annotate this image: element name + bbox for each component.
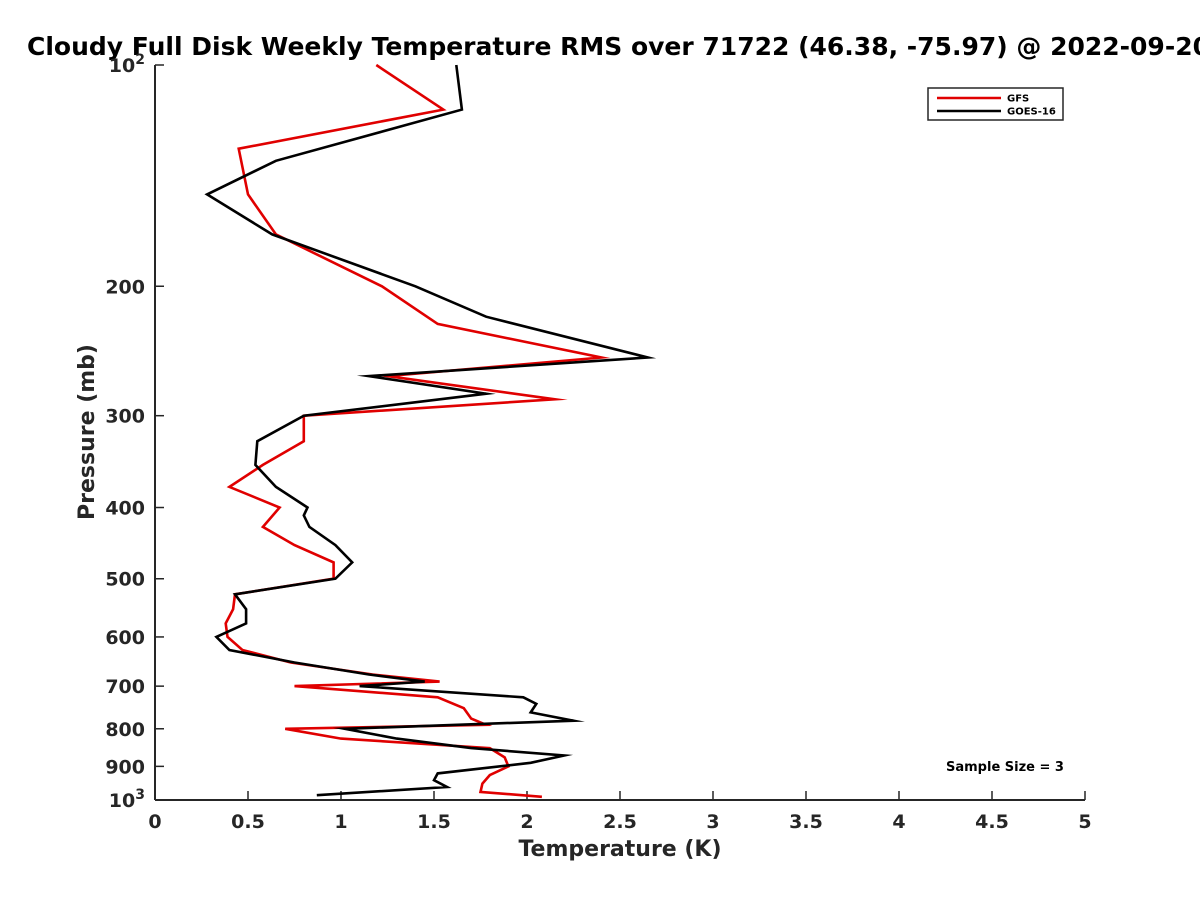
legend-box — [927, 87, 1064, 121]
x-tick-label: 0 — [148, 811, 161, 833]
y-tick-label: 500 — [105, 569, 145, 591]
y-ticks: 102 200 300 400 500 600 700 800 900 103 — [105, 52, 164, 812]
chart-title: Cloudy Full Disk Weekly Temperature RMS … — [27, 32, 1200, 61]
x-tick-label: 3 — [706, 811, 719, 833]
legend-label-gfs: GFS — [1007, 94, 1029, 105]
x-tick-label: 5 — [1078, 811, 1091, 833]
y-tick-label: 600 — [105, 627, 145, 649]
x-tick-label: 1 — [334, 811, 347, 833]
y-tick-label: 200 — [105, 276, 145, 298]
x-tick-label: 4 — [892, 811, 905, 833]
y-tick-label: 102 — [109, 52, 145, 77]
legend: GFS GOES-16 — [927, 87, 1064, 121]
series-line-goes-16 — [204, 64, 657, 797]
sample-size-annotation: Sample Size = 3 — [946, 760, 1064, 775]
y-tick-label: 900 — [105, 756, 145, 778]
y-tick-label: 700 — [105, 676, 145, 698]
x-ticks: 0 0.5 1 1.5 2 2.5 3 3.5 4 4.5 5 — [148, 791, 1092, 833]
series-line-gfs — [224, 63, 611, 799]
x-tick-label: 0.5 — [231, 811, 265, 833]
y-axis-label: Pressure (mb) — [75, 344, 100, 520]
plot-area: 0 0.5 1 1.5 2 2.5 3 3.5 4 4.5 5 102 200 300 400 500 600… — [105, 52, 1091, 833]
x-tick-label: 2.5 — [603, 811, 637, 833]
y-tick-label: 800 — [105, 719, 145, 741]
y-tick-label: 300 — [105, 406, 145, 428]
y-tick-label: 400 — [105, 498, 145, 520]
x-axis-label: Temperature (K) — [518, 837, 721, 862]
legend-label-goes-16: GOES-16 — [1007, 107, 1056, 118]
x-tick-label: 1.5 — [417, 811, 451, 833]
x-tick-label: 2 — [520, 811, 533, 833]
x-tick-label: 3.5 — [789, 811, 823, 833]
series-layer — [204, 63, 657, 799]
x-tick-label: 4.5 — [975, 811, 1009, 833]
y-tick-label: 103 — [109, 787, 145, 812]
